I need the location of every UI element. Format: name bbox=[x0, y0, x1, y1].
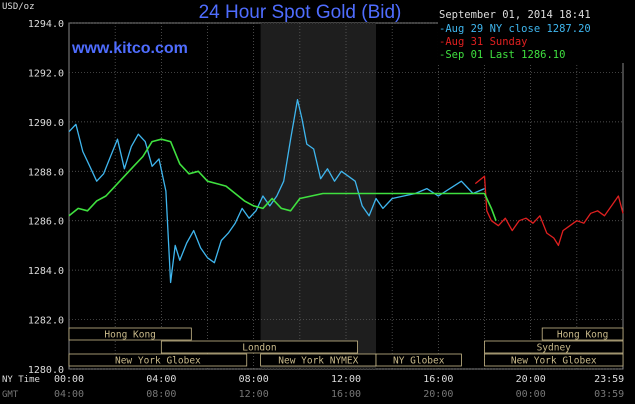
session-bar bbox=[160, 340, 358, 354]
legend-label-sep01: Sep 01 Last 1286.10 bbox=[445, 49, 566, 61]
y-tick-label: 1286.0 bbox=[28, 217, 64, 228]
x-tick-label-gmt: 04:00 bbox=[54, 389, 84, 400]
site-link[interactable]: www.kitco.com bbox=[72, 40, 188, 57]
session-bar bbox=[484, 353, 624, 367]
legend-header: September 01, 2014 18:41 bbox=[439, 9, 591, 21]
y-tick-label: 1282.0 bbox=[28, 316, 64, 327]
series-line-aug31 bbox=[474, 175, 624, 247]
session-label: New York Globex bbox=[511, 356, 597, 367]
session-bar bbox=[68, 353, 248, 367]
x-tick-label-ny: 20:00 bbox=[516, 374, 546, 385]
x-tick-label-ny: 12:00 bbox=[331, 374, 361, 385]
y-tick-label: 1288.0 bbox=[28, 167, 64, 178]
session-bar bbox=[484, 340, 624, 354]
x-tick-label-ny: 16:00 bbox=[423, 374, 453, 385]
session-label: Hong Kong bbox=[104, 330, 155, 341]
y-axis-unit-label: USD/oz bbox=[2, 2, 35, 12]
chart-title: 24 Hour Spot Gold (Bid) bbox=[198, 2, 402, 23]
shaded-session-region bbox=[260, 23, 377, 369]
x-tick-label-gmt: 03:59 bbox=[594, 389, 624, 400]
legend: September 01, 2014 18:41 -Aug 29 NY clos… bbox=[438, 8, 626, 63]
x-tick-label-gmt: 08:00 bbox=[146, 389, 176, 400]
y-tick-label: 1284.0 bbox=[28, 266, 64, 277]
series-line-sep01 bbox=[68, 138, 497, 221]
session-label: New York NYMEX bbox=[278, 356, 358, 367]
y-tick-label: 1294.0 bbox=[28, 19, 64, 30]
y-tick-label: 1292.0 bbox=[28, 68, 64, 79]
session-label: Sydney bbox=[537, 343, 572, 354]
legend-entry-aug31: -Aug 31 Sunday bbox=[439, 36, 528, 48]
x-tick-label-gmt: 16:00 bbox=[331, 389, 361, 400]
session-label: NY Globex bbox=[393, 356, 445, 367]
session-label: London bbox=[242, 343, 276, 354]
x-tick-label-gmt: 12:00 bbox=[239, 389, 269, 400]
x-axis-ny-label: NY Time bbox=[2, 375, 40, 385]
x-tick-label-ny: 00:00 bbox=[54, 374, 84, 385]
legend-entry-sep01: -Sep 01 Last 1286.10 bbox=[439, 49, 566, 61]
x-tick-label-ny: 04:00 bbox=[146, 374, 176, 385]
series-line-aug29 bbox=[68, 98, 485, 284]
legend-label-aug31: Aug 31 Sunday bbox=[445, 36, 528, 48]
x-axis-gmt-label: GMT bbox=[2, 390, 19, 400]
x-tick-label-gmt: 00:00 bbox=[516, 389, 546, 400]
y-tick-label: 1290.0 bbox=[28, 118, 64, 129]
x-tick-label-gmt: 20:00 bbox=[423, 389, 453, 400]
legend-label-aug29: Aug 29 NY close 1287.20 bbox=[445, 23, 591, 35]
legend-entry-aug29: -Aug 29 NY close 1287.20 bbox=[439, 23, 591, 35]
x-tick-label-ny: 23:59 bbox=[594, 374, 624, 385]
x-tick-label-ny: 08:00 bbox=[239, 374, 269, 385]
session-label: Hong Kong bbox=[557, 330, 608, 341]
session-bar bbox=[375, 353, 462, 367]
session-bar bbox=[541, 327, 624, 341]
session-bar bbox=[68, 327, 192, 341]
session-label: New York Globex bbox=[115, 356, 201, 367]
y-tick-label: 1280.0 bbox=[28, 365, 64, 376]
